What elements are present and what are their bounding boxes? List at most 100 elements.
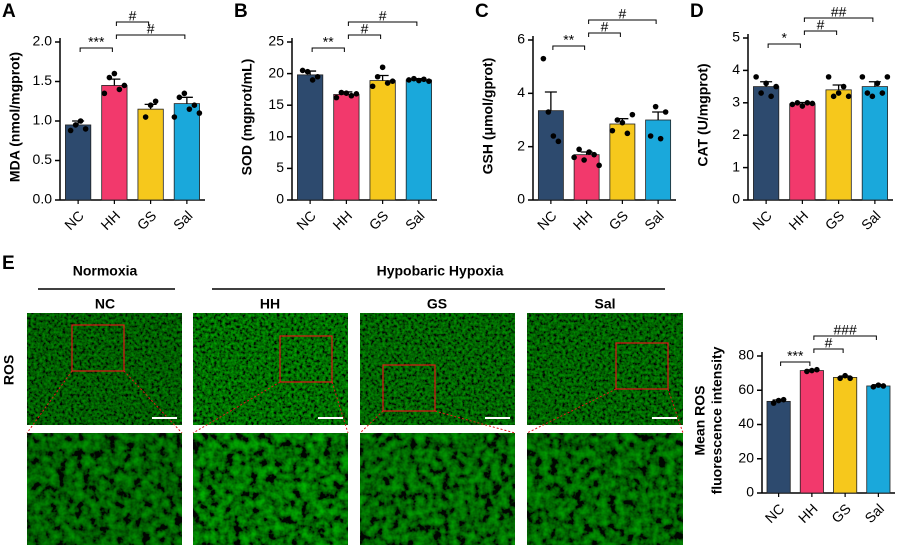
data-point bbox=[789, 101, 796, 108]
data-point bbox=[374, 73, 381, 80]
bar bbox=[101, 85, 128, 201]
data-point bbox=[314, 73, 321, 80]
y-tick-label: 2.0 bbox=[33, 33, 53, 49]
panel-letter: A bbox=[2, 1, 16, 22]
data-point bbox=[550, 133, 557, 139]
data-point bbox=[304, 68, 311, 75]
x-tick-label: Sal bbox=[170, 207, 196, 233]
x-tick-label: NC bbox=[762, 500, 788, 526]
significance-label: # bbox=[379, 8, 387, 24]
data-point bbox=[804, 100, 811, 106]
x-tick-label: Sal bbox=[861, 500, 887, 526]
x-tick-label: Sal bbox=[402, 207, 428, 233]
significance-label: # bbox=[817, 17, 825, 33]
data-point bbox=[571, 154, 577, 161]
y-axis-label: MDA (nmol/mgprot) bbox=[7, 52, 23, 182]
data-point bbox=[875, 382, 882, 388]
y-tick-label: 20 bbox=[738, 449, 754, 465]
data-point bbox=[835, 90, 842, 96]
data-point bbox=[773, 83, 779, 90]
data-point bbox=[338, 89, 345, 96]
x-tick-label: HH bbox=[329, 207, 355, 233]
significance-bracket bbox=[115, 34, 186, 39]
data-point bbox=[369, 83, 376, 90]
data-point bbox=[830, 93, 837, 100]
significance-bracket bbox=[115, 21, 150, 26]
y-axis-label: GSH (μmol/gprot) bbox=[480, 58, 496, 175]
significance-bracket bbox=[588, 32, 621, 37]
data-point bbox=[657, 135, 664, 142]
data-point bbox=[859, 74, 866, 80]
data-point bbox=[845, 93, 852, 100]
data-point bbox=[426, 78, 432, 84]
data-point bbox=[309, 77, 316, 83]
data-point bbox=[348, 92, 355, 99]
error-bar bbox=[180, 96, 193, 104]
y-tick-label: 1 bbox=[732, 158, 740, 174]
data-point bbox=[884, 74, 891, 80]
data-point bbox=[72, 122, 79, 128]
data-point bbox=[147, 102, 154, 108]
x-tick-label: NC bbox=[61, 207, 87, 233]
bar bbox=[369, 80, 396, 201]
x-tick-label: HH bbox=[785, 207, 811, 233]
data-point bbox=[116, 86, 123, 93]
data-point bbox=[880, 383, 887, 389]
data-point bbox=[809, 100, 816, 107]
data-point bbox=[186, 106, 193, 112]
data-point bbox=[775, 397, 782, 404]
data-point bbox=[763, 80, 769, 87]
bar bbox=[537, 110, 564, 201]
data-point bbox=[847, 375, 853, 382]
y-tick-label: 20 bbox=[268, 64, 284, 80]
data-point bbox=[591, 151, 597, 158]
significance-bracket bbox=[780, 361, 811, 366]
data-point bbox=[176, 94, 183, 101]
data-point bbox=[825, 74, 832, 80]
data-point bbox=[555, 138, 562, 145]
x-tick-label: GS bbox=[134, 207, 160, 233]
data-point bbox=[879, 90, 886, 96]
micrograph bbox=[192, 313, 349, 545]
data-point bbox=[758, 90, 764, 96]
bar bbox=[753, 86, 780, 201]
x-tick-label: NC bbox=[749, 207, 775, 233]
y-axis-label: CAT (U/mgprot) bbox=[695, 63, 711, 166]
column-label: HH bbox=[260, 296, 280, 312]
data-point bbox=[191, 102, 198, 108]
panel-letter: B bbox=[234, 1, 248, 22]
data-point bbox=[619, 119, 626, 126]
y-tick-label: 0.0 bbox=[33, 191, 53, 207]
significance-label: # bbox=[129, 8, 137, 24]
panel-letter: E bbox=[2, 253, 15, 274]
data-point bbox=[416, 77, 422, 84]
bar bbox=[833, 377, 858, 494]
data-point bbox=[106, 74, 113, 81]
bar bbox=[333, 94, 360, 201]
micrographs bbox=[26, 313, 684, 545]
significance-label: ## bbox=[831, 4, 847, 20]
data-point bbox=[780, 396, 787, 403]
significance-bracket bbox=[813, 348, 844, 353]
data-point bbox=[869, 93, 876, 100]
data-point bbox=[842, 372, 848, 379]
significance-label: # bbox=[618, 6, 626, 22]
data-point bbox=[629, 111, 636, 118]
bar bbox=[65, 124, 92, 201]
significance-bracket bbox=[347, 34, 382, 39]
micrograph bbox=[359, 313, 516, 545]
data-point bbox=[299, 67, 306, 74]
significance-bracket bbox=[588, 19, 657, 24]
x-tick-label: HH bbox=[570, 207, 596, 233]
y-tick-label: 1.5 bbox=[33, 72, 53, 88]
data-point bbox=[421, 76, 427, 83]
y-tick-label: 2 bbox=[517, 137, 525, 153]
data-point bbox=[545, 109, 552, 115]
data-point bbox=[82, 126, 89, 132]
significance-label: # bbox=[825, 335, 833, 351]
y-axis-label: fluorescence intensity bbox=[709, 346, 725, 494]
bar bbox=[137, 108, 164, 201]
y-tick-label: 0 bbox=[732, 191, 740, 207]
y-tick-label: 0.5 bbox=[33, 151, 53, 167]
